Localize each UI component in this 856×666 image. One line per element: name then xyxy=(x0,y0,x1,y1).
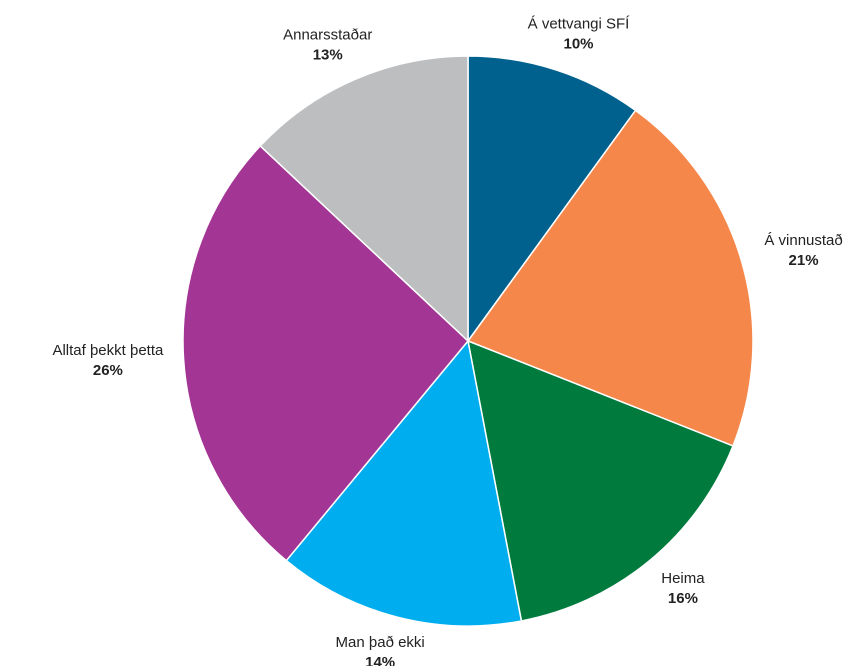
slice-value-label: 14% xyxy=(365,654,395,666)
pie-slice xyxy=(285,339,523,627)
slice-value-label: 26% xyxy=(93,362,123,379)
slice-label: Heima xyxy=(661,570,705,587)
pie-slice xyxy=(467,339,734,622)
slice-value-label: 10% xyxy=(563,36,593,53)
slice-label: Man það ekki xyxy=(336,634,425,651)
slice-label: Á vettvangi SFÍ xyxy=(528,16,631,33)
pie-slice xyxy=(466,109,754,447)
slice-label: Á vinnustað xyxy=(764,232,842,249)
slice-value-label: 21% xyxy=(789,252,819,269)
slice-value-label: 16% xyxy=(668,590,698,607)
slice-label: Annarsstaðar xyxy=(283,26,372,43)
pie-slice xyxy=(467,55,637,344)
pie-slice xyxy=(259,55,469,343)
pie-slice xyxy=(182,144,470,562)
slice-label: Alltaf þekkt þetta xyxy=(52,342,164,359)
slice-value-label: 13% xyxy=(313,46,343,63)
